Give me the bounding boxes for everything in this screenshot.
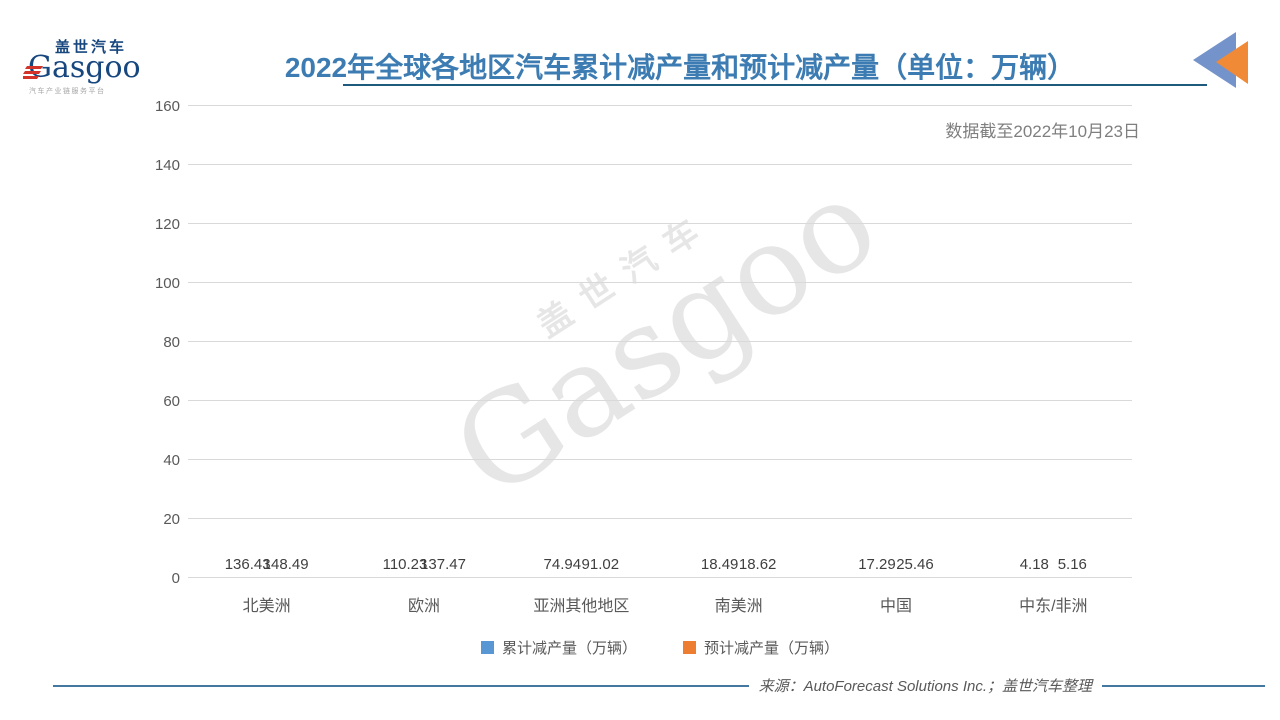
y-axis-tick: 80: [163, 334, 180, 351]
source-divider-left: [53, 684, 749, 687]
legend-label: 预计减产量（万辆）: [704, 640, 840, 657]
bar-value-label: 17.29: [858, 556, 896, 573]
y-axis-tick: 100: [154, 275, 180, 292]
gridline: [188, 459, 1132, 460]
gridline: [188, 164, 1132, 165]
legend-label: 累计减产量（万辆）: [501, 640, 637, 657]
y-axis-tick: 140: [154, 157, 180, 174]
bar-groups: 136.43 148.49 110.23 137.47 74.94 91.02 18.49 1…: [188, 106, 1132, 578]
corner-arrows-icon: [1193, 32, 1248, 88]
source-divider-right: [1102, 684, 1265, 687]
category-label: 亚洲其他地区: [533, 598, 630, 615]
logo-red-stripes-icon: [23, 65, 43, 79]
bar-value-label: 148.49: [262, 556, 309, 573]
logo-wordmark-text: Gasgoo: [28, 50, 141, 85]
bar-value-label: 25.46: [896, 556, 934, 573]
bar-group: 18.49 18.62: [660, 106, 817, 578]
plot-area: 136.43 148.49 110.23 137.47 74.94 91.02 18.49 1…: [155, 98, 1132, 587]
category-label: 中国: [879, 598, 912, 615]
bar-value-label: 137.47: [420, 556, 466, 573]
gridline: [188, 341, 1132, 342]
logo-chinese-name: 盖世汽车: [55, 39, 128, 56]
gridline: [188, 577, 1132, 578]
gridline: [188, 400, 1132, 401]
bar-value-label: 136.43: [224, 556, 271, 573]
logo-wordmark: Gasgoo: [23, 53, 158, 83]
legend-item: 预计减产量（万辆）: [683, 637, 839, 658]
y-axis-tick: 20: [163, 511, 180, 528]
gasgoo-logo: 盖世汽车 Gasgoo 汽车产业链服务平台: [23, 36, 158, 96]
legend-swatch-icon: [480, 641, 494, 654]
legend-swatch-icon: [683, 641, 696, 654]
logo-tagline: 汽车产业链服务平台: [29, 87, 106, 95]
legend: 累计减产量（万辆） 预计减产量（万辆）: [188, 637, 1132, 658]
bar-group: 17.29 25.46: [817, 106, 974, 578]
bar-value-label: 5.16: [1057, 556, 1087, 573]
footer: 来源：AutoForecast Solutions Inc.；盖世汽车整理: [53, 675, 1265, 696]
gridline: [188, 282, 1132, 283]
category-label: 欧洲: [407, 598, 440, 615]
bar-group: 110.23 137.47: [345, 106, 502, 578]
y-axis-tick: 0: [171, 570, 180, 587]
y-axis-tick: 40: [163, 452, 180, 469]
source-text: 来源：AutoForecast Solutions Inc.；盖世汽车整理: [758, 678, 1092, 695]
bar-value-label: 110.23: [382, 556, 428, 573]
bar-value-label: 18.62: [738, 556, 777, 573]
bar-group: 4.18 5.16: [975, 106, 1132, 578]
category-label: 中东/非洲: [1019, 598, 1088, 615]
y-axis-tick: 60: [163, 393, 180, 410]
data-cutoff-note: 数据截至2022年10月23日: [945, 122, 1140, 141]
gridline: [188, 223, 1132, 224]
bar-value-label: 74.94: [543, 556, 582, 573]
bar-group: 136.43 148.49: [188, 106, 345, 578]
bar-value-label: 18.49: [700, 556, 739, 573]
page-title: 2022年全球各地区汽车累计减产量和预计减产量（单位：万辆）: [284, 52, 1076, 83]
legend-item: 累计减产量（万辆）: [480, 637, 637, 658]
bar-value-label: 91.02: [581, 556, 620, 573]
gridline: [188, 105, 1132, 106]
y-axis-tick: 160: [154, 98, 180, 115]
bar-value-label: 4.18: [1019, 556, 1049, 573]
category-label: 北美洲: [242, 598, 291, 615]
category-axis: 北美洲 欧洲 亚洲其他地区 南美洲 中国 中东/非洲: [188, 592, 1132, 616]
category-label: 南美洲: [714, 598, 763, 615]
gridline: [188, 518, 1132, 519]
title-underline: [343, 84, 1207, 86]
bar-group: 74.94 91.02: [503, 106, 660, 578]
y-axis-tick: 120: [154, 216, 180, 233]
